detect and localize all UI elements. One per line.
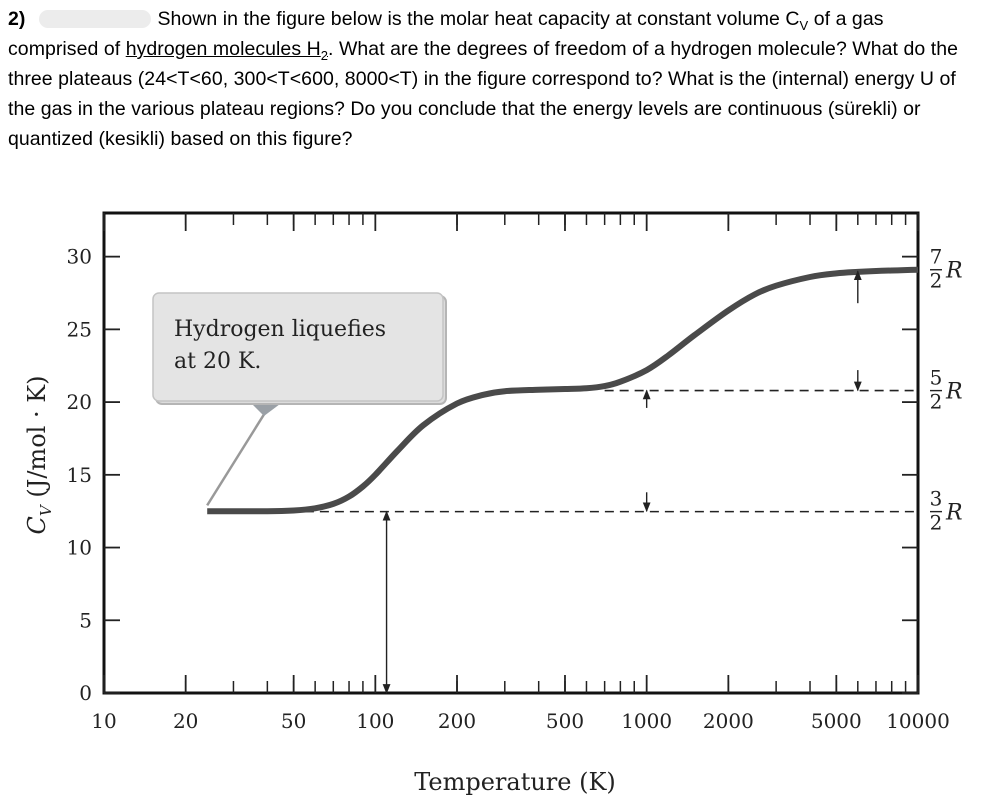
y-tick-label: 5	[79, 608, 92, 632]
x-tick-label: 10000	[886, 709, 950, 733]
x-tick-label: 2000	[703, 709, 754, 733]
plot-frame	[102, 211, 920, 695]
question-rest: . What are the degrees of freedom of a h…	[8, 38, 958, 150]
callout-line-2: at 20 K.	[174, 349, 261, 374]
callout-line-1: Hydrogen liquefies	[174, 317, 386, 342]
ref-label-numerator: 3	[930, 487, 943, 511]
callout-tail	[252, 404, 280, 416]
x-tick-label: 50	[281, 709, 306, 733]
reference-lines	[304, 389, 918, 513]
y-tick-label: 15	[67, 463, 92, 487]
series-layer	[207, 266, 919, 515]
question-line1b: of a gas comprised of	[8, 8, 884, 60]
underlined-term: hydrogen molecules H2	[125, 38, 329, 63]
ref-label-numerator: 7	[930, 245, 943, 269]
annotation-layer: Hydrogen liquefies at 20 K.	[152, 292, 447, 507]
labels-layer: 10 20 50 100 200 500 1000 2000 5000 10000 0 5 10 15 20…	[23, 245, 963, 796]
ref-label-denominator: 2	[930, 390, 943, 414]
ref-label-denominator: 2	[930, 269, 943, 293]
x-tick-label: 100	[356, 709, 394, 733]
x-tick-label: 1000	[621, 709, 672, 733]
y-axis-label-main: C	[23, 516, 51, 534]
x-tick-label: 500	[546, 709, 584, 733]
x-tick-label: 10	[91, 709, 116, 733]
callout-box	[152, 292, 444, 402]
x-tick-label: 5000	[811, 709, 862, 733]
x-tick-label: 200	[438, 709, 476, 733]
ref-label-numerator: 5	[930, 366, 943, 390]
y-axis-label-units: (J/mol · K)	[23, 376, 51, 506]
y-tick-label: 0	[79, 681, 92, 705]
ref-label-symbol: R	[945, 259, 963, 284]
x-tick-label: 20	[173, 709, 198, 733]
h2-subscript: 2	[320, 47, 329, 63]
cv-subscript: V	[799, 17, 809, 33]
y-tick-label: 25	[67, 317, 92, 341]
y-tick-label: 30	[67, 245, 92, 269]
question-text: 2) Shown in the figure below is the molar…	[8, 4, 976, 154]
y-tick-label: 10	[67, 536, 92, 560]
arrows-layer	[382, 270, 862, 694]
axes-layer	[102, 211, 920, 695]
y-axis-label: CV (J/mol · K)	[23, 376, 55, 535]
question-number: 2)	[8, 8, 26, 30]
question-line1: Shown in the figure below is the molar h…	[157, 8, 800, 30]
y-tick-label: 20	[67, 390, 92, 414]
cv-curve	[207, 266, 919, 515]
callout-pointer	[206, 407, 270, 507]
x-axis-label: Temperature (K)	[414, 768, 616, 796]
redacted-region	[39, 10, 152, 28]
underlined-term-text: hydrogen molecules H	[125, 38, 321, 60]
ref-label-symbol: R	[945, 380, 963, 405]
ref-label-denominator: 2	[930, 511, 943, 535]
ref-label-symbol: R	[945, 501, 963, 526]
y-axis-label-sub: V	[37, 503, 55, 516]
